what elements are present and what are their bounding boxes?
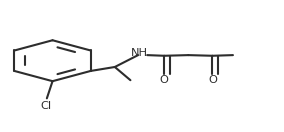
Text: O: O: [160, 76, 169, 85]
Text: O: O: [208, 76, 217, 85]
Text: NH: NH: [131, 48, 148, 58]
Text: Cl: Cl: [40, 101, 51, 111]
